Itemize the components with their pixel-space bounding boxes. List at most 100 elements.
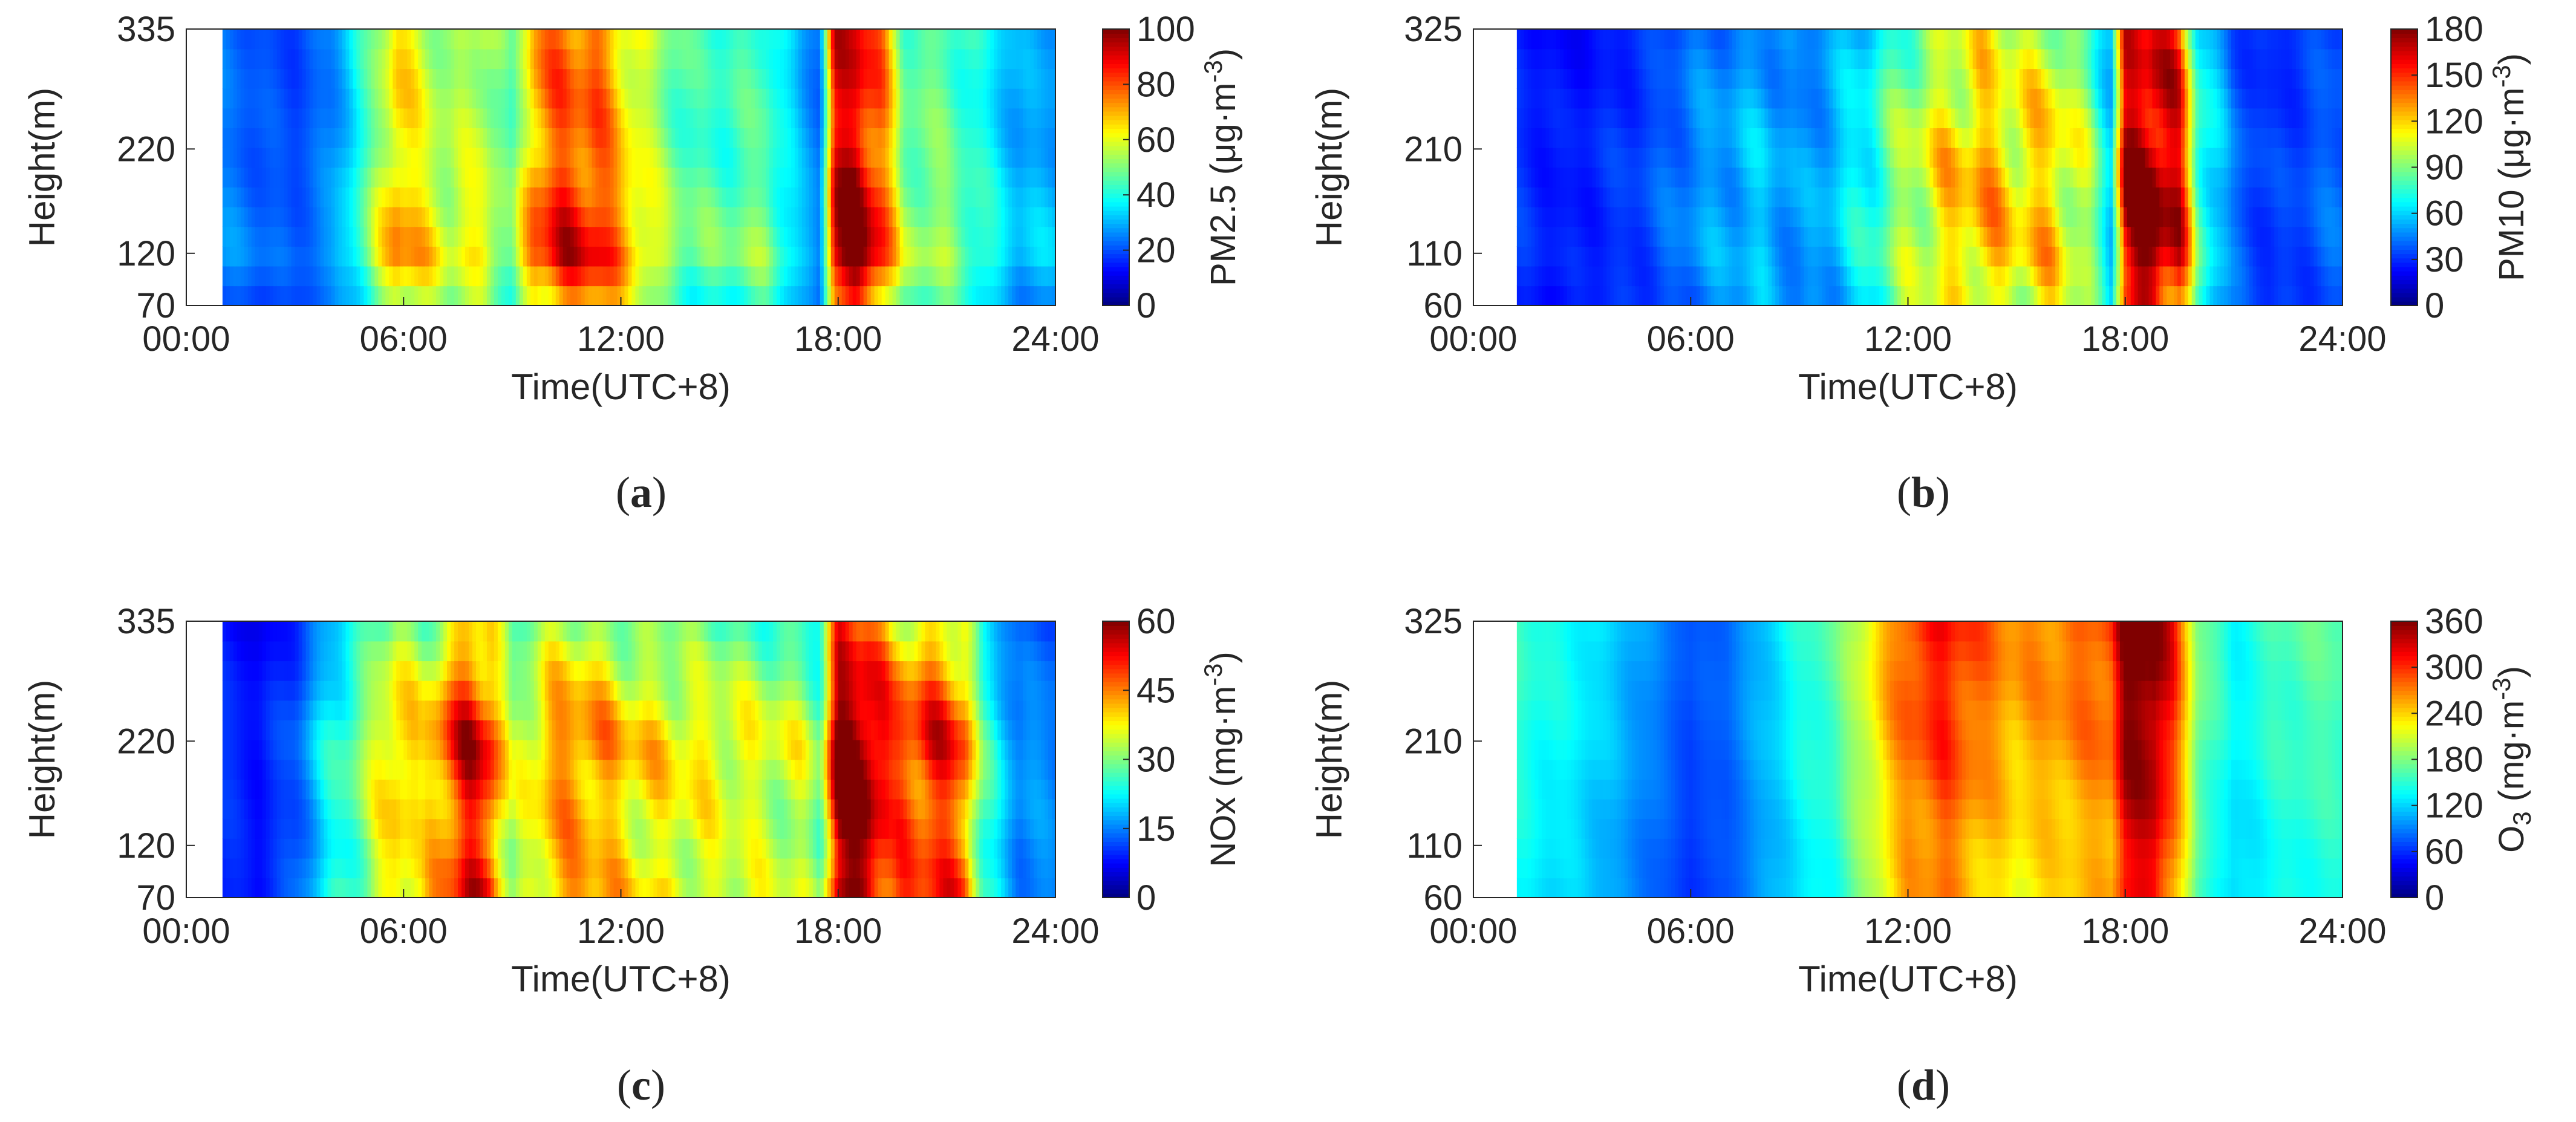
heatmap-cell	[1761, 246, 1766, 267]
heatmap-cell	[994, 187, 998, 207]
heatmap-cell	[617, 226, 622, 247]
heatmap-cell	[367, 266, 372, 287]
heatmap-cell	[751, 68, 755, 89]
heatmap-cell	[1653, 147, 1658, 168]
heatmap-cell	[899, 29, 904, 50]
heatmap-cell	[1833, 147, 1837, 168]
heatmap-cell	[1779, 285, 1783, 306]
heatmap-cell	[269, 68, 274, 89]
heatmap-cell	[526, 187, 531, 207]
heatmap-cell	[1560, 147, 1564, 168]
heatmap-cell	[805, 266, 810, 287]
heatmap-cell	[1052, 88, 1056, 109]
heatmap-cell	[1567, 48, 1571, 70]
heatmap-cell	[610, 48, 615, 70]
heatmap-cell	[657, 108, 662, 129]
heatmap-cell	[356, 147, 361, 168]
heatmap-cell	[1614, 167, 1618, 188]
heatmap-cell	[650, 88, 654, 109]
heatmap-cell	[1811, 187, 1816, 207]
heatmap-cell	[1685, 206, 1690, 227]
heatmap-cell	[870, 206, 875, 227]
heatmap-cell	[414, 108, 419, 129]
heatmap-cell	[440, 285, 444, 306]
heatmap-cell	[1646, 226, 1651, 247]
heatmap-cell	[461, 206, 466, 227]
heatmap-cell	[501, 68, 506, 89]
heatmap-cell	[650, 285, 654, 306]
heatmap-cell	[776, 108, 781, 129]
heatmap-cell	[1757, 48, 1762, 70]
heatmap-cell	[222, 147, 227, 168]
heatmap-cell	[236, 206, 241, 227]
heatmap-cell	[1833, 226, 1837, 247]
heatmap-cell	[816, 88, 821, 109]
heatmap-cell	[733, 226, 737, 247]
heatmap-cell	[1908, 285, 1912, 306]
heatmap-cell	[1678, 187, 1683, 207]
heatmap-cell	[776, 167, 781, 188]
heatmap-cell	[1818, 68, 1823, 89]
heatmap-cell	[1700, 108, 1704, 129]
heatmap-cell	[621, 187, 625, 207]
heatmap-cell	[1671, 226, 1675, 247]
heatmap-cell	[1581, 88, 1586, 109]
heatmap-cell	[1037, 68, 1042, 89]
heatmap-cell	[588, 88, 593, 109]
heatmap-cell	[856, 187, 861, 207]
heatmap-cell	[729, 226, 734, 247]
heatmap-cell	[1890, 167, 1894, 188]
x-tick-label: 24:00	[1011, 319, 1099, 359]
heatmap-cell	[1048, 128, 1052, 148]
heatmap-cell	[313, 48, 318, 70]
heatmap-cell	[726, 68, 730, 89]
heatmap-cell	[1926, 48, 1931, 70]
heatmap-cell	[1664, 68, 1668, 89]
heatmap-cell	[258, 266, 263, 287]
heatmap-cell	[1564, 206, 1568, 227]
colorbar-segment	[1103, 258, 1129, 263]
heatmap-cell	[849, 88, 853, 109]
heatmap-cell	[331, 285, 336, 306]
heatmap-cell	[555, 88, 560, 109]
heatmap-cell	[664, 147, 669, 168]
heatmap-cell	[1574, 266, 1579, 287]
heatmap-cell	[1757, 167, 1762, 188]
heatmap-cell	[1900, 88, 1905, 109]
heatmap-cell	[1549, 68, 1554, 89]
heatmap-cell	[1524, 68, 1528, 89]
heatmap-cell	[722, 147, 726, 168]
heatmap-cell	[899, 167, 904, 188]
heatmap-cell	[400, 88, 405, 109]
heatmap-cell	[1721, 147, 1726, 168]
heatmap-cell	[1520, 68, 1525, 89]
heatmap-cell	[1786, 147, 1790, 168]
heatmap-cell	[983, 29, 988, 50]
heatmap-cell	[1560, 187, 1564, 207]
heatmap-cell	[1620, 88, 1625, 109]
heatmap-cell	[1829, 246, 1833, 267]
heatmap-cell	[700, 147, 705, 168]
heatmap-cell	[1937, 266, 1942, 287]
heatmap-cell	[403, 226, 408, 247]
heatmap-cell	[1729, 88, 1733, 109]
heatmap-cell	[1847, 266, 1851, 287]
heatmap-cell	[1657, 68, 1661, 89]
heatmap-cell	[925, 266, 930, 287]
heatmap-cell	[979, 187, 984, 207]
heatmap-cell	[1628, 167, 1632, 188]
heatmap-cell	[287, 48, 292, 70]
heatmap-cell	[751, 187, 755, 207]
heatmap-cell	[932, 128, 937, 148]
heatmap-cell	[1721, 88, 1726, 109]
heatmap-cell	[914, 246, 919, 267]
heatmap-cell	[1807, 167, 1812, 188]
heatmap-cell	[1585, 147, 1590, 168]
heatmap-cell	[490, 68, 495, 89]
heatmap-cell	[925, 29, 930, 50]
heatmap-cell	[719, 187, 723, 207]
heatmap-cell	[675, 29, 680, 50]
heatmap-cell	[436, 167, 440, 188]
heatmap-cell	[737, 48, 741, 70]
heatmap-cell	[251, 226, 256, 247]
